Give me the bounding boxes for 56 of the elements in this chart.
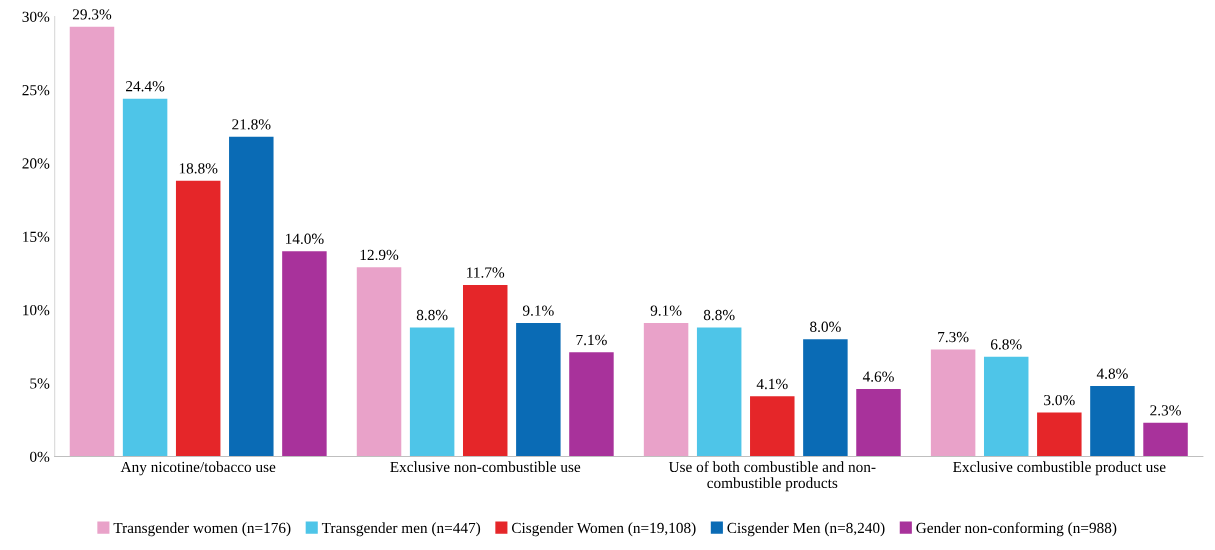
x-tick-label: Exclusive combustible product use [953, 461, 1166, 476]
bar [409, 327, 455, 457]
bar [856, 389, 901, 457]
bar [803, 339, 848, 457]
bar [930, 349, 976, 457]
legend-label: Cisgender Men (n=8,240) [727, 522, 885, 537]
y-tick-label: 10% [23, 304, 50, 316]
y-tick-label: 5% [30, 378, 50, 389]
bar [175, 180, 221, 457]
x-tick-label: Any nicotine/tobacco use [120, 461, 276, 476]
data-label: 3.0% [1044, 394, 1075, 406]
data-label: 9.1% [650, 305, 682, 316]
bar [69, 26, 115, 457]
bar [282, 251, 327, 457]
data-label: 14.0% [286, 233, 324, 244]
data-label: 24.4% [126, 81, 165, 92]
bar [983, 356, 1029, 457]
legend-label: Transgender men (n=447) [321, 522, 481, 537]
data-label: 18.8% [179, 163, 218, 174]
bar [1143, 422, 1188, 457]
y-tick-label: 20% [22, 158, 50, 169]
data-label: 4.1% [756, 378, 788, 390]
data-label: 8.8% [703, 309, 735, 321]
x-tick-label: Use of both combustible and non- combustible products [668, 461, 876, 492]
data-label: 2.3% [1150, 405, 1181, 416]
legend-label: Transgender women (n=176) [113, 522, 291, 537]
data-label: 7.3% [938, 331, 969, 343]
bar [516, 323, 561, 457]
data-label: 8.0% [810, 321, 841, 332]
data-label: 29.3% [72, 9, 112, 20]
bar [462, 284, 508, 457]
bar [122, 98, 168, 457]
bar [1037, 412, 1082, 457]
bar [750, 396, 795, 457]
data-label: 8.8% [416, 309, 448, 321]
y-tick-label: 25% [22, 84, 50, 96]
data-label: 4.8% [1096, 368, 1128, 379]
bar [356, 267, 402, 457]
data-label: 7.1% [576, 334, 607, 346]
y-tick-label: 30% [22, 11, 50, 22]
bar [696, 327, 742, 457]
data-label: 4.6% [862, 371, 894, 382]
y-tick-label: 0% [30, 451, 50, 462]
data-label: 9.1% [522, 305, 554, 316]
legend-label: Gender non-conforming (n=988) [916, 522, 1117, 537]
legend-label: Cisgender Women (n=19,108) [511, 522, 696, 537]
bar [229, 136, 274, 457]
bar [569, 352, 614, 457]
bar [643, 323, 689, 457]
data-label: 21.8% [232, 119, 271, 130]
data-label: 6.8% [990, 339, 1022, 350]
bar [1090, 386, 1135, 457]
data-label: 11.7% [467, 267, 505, 278]
x-tick-label: Exclusive non-combustible use [390, 461, 581, 473]
y-tick-label: 15% [23, 231, 50, 242]
data-label: 12.9% [360, 249, 399, 261]
